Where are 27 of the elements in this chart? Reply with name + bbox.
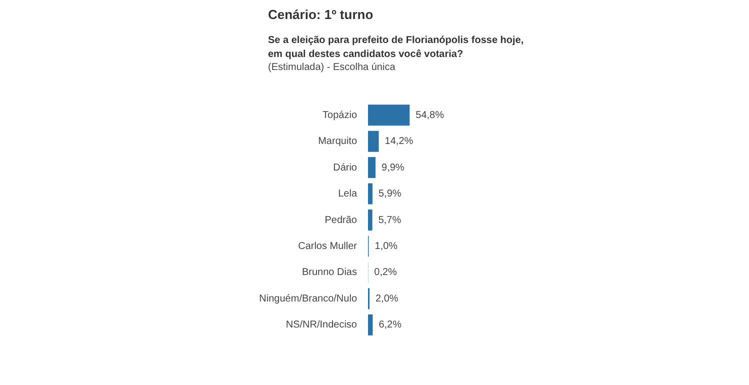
data-label: 54,8% <box>416 110 444 121</box>
bar <box>368 210 372 230</box>
data-label: 5,7% <box>378 214 402 226</box>
data-label: 0,2% <box>374 267 398 278</box>
y-tick-label: Topázio <box>322 110 358 121</box>
y-tick-label: Lela <box>338 188 358 200</box>
data-label: 9,9% <box>382 162 404 174</box>
data-label: 2,0% <box>376 293 398 304</box>
chart-subtitle: Se a eleição para prefeito de Florianópolis fosse hoje, em qual destes candidatos você votaria? <box>268 34 525 62</box>
bar <box>368 314 373 336</box>
y-tick-label: Carlos Muller <box>298 240 358 252</box>
bar <box>368 130 379 152</box>
data-label: 14,2% <box>384 136 414 148</box>
bar <box>368 104 410 126</box>
y-tick-label: Brunno Dias <box>302 267 357 278</box>
chart-title: Cenário: 1º turno <box>268 7 374 22</box>
y-tick-label: Dário <box>333 162 358 174</box>
bar <box>368 183 372 204</box>
y-tick-label: NS/NR/Indeciso <box>286 320 358 331</box>
data-label: 6,2% <box>378 320 402 331</box>
data-label: 5,9% <box>378 188 402 200</box>
y-tick-label: Ninguém/Branco/Nulo <box>259 293 358 304</box>
y-tick-label: Pedrão <box>324 214 358 226</box>
data-label: 1,0% <box>374 240 398 252</box>
y-tick-label: Marquito <box>318 136 358 148</box>
bar <box>368 157 376 178</box>
text: (Estimulada) - Escolha única <box>268 62 396 73</box>
